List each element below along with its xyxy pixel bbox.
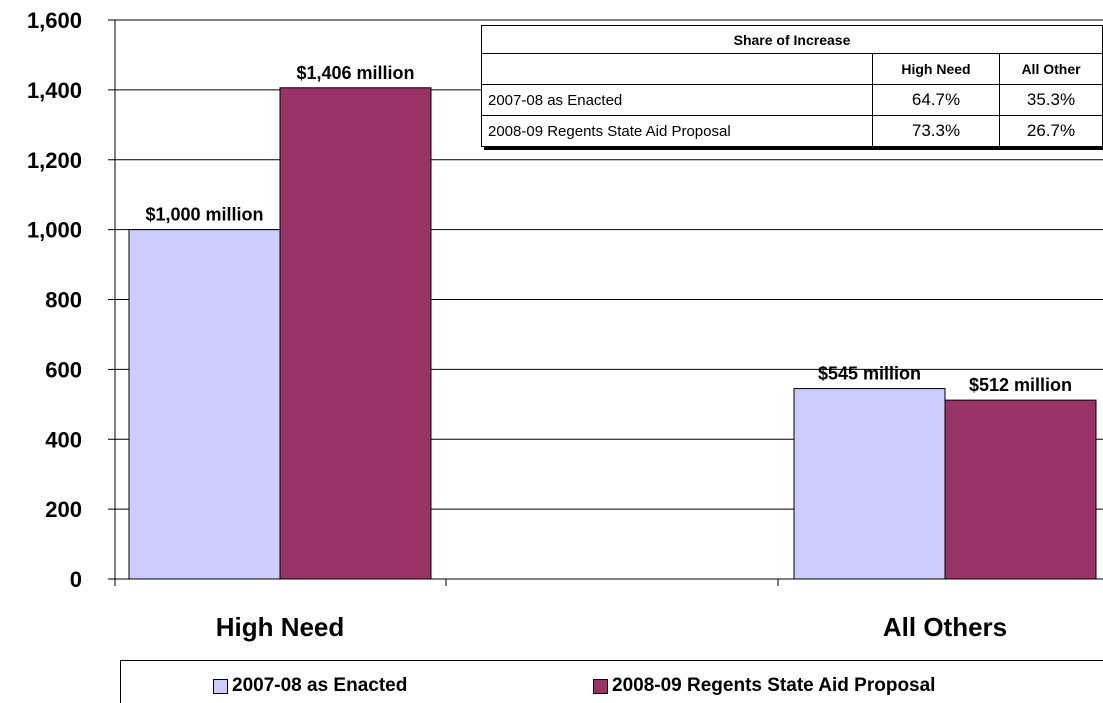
axes: 0 200 400 600 800 1,000 1,200 1,400 1,600 — [27, 8, 1103, 592]
legend: 2007-08 as Enacted 2008-09 Regents State… — [120, 660, 1103, 703]
y-tick-label: 800 — [45, 288, 82, 313]
category-label: All Others — [883, 612, 1007, 642]
table-row-label: 2008-09 Regents State Aid Proposal — [481, 115, 873, 147]
table-header-all-other: All Other — [999, 53, 1103, 85]
table-row-label: 2007-08 as Enacted — [481, 84, 873, 116]
bar — [944, 399, 1097, 580]
legend-item-2008-09: 2008-09 Regents State Aid Proposal — [593, 675, 935, 697]
bar — [279, 87, 432, 580]
y-tick-label: 1,400 — [27, 78, 82, 103]
y-tick-label: 600 — [45, 357, 82, 382]
y-tick-label: 200 — [45, 497, 82, 522]
y-tick-label: 1,200 — [27, 148, 82, 173]
table-row: 2007-08 as Enacted 64.7% 35.3% — [481, 84, 1103, 116]
legend-swatch-icon — [213, 678, 228, 694]
y-tick-label: 0 — [70, 567, 82, 592]
labels: $1,000 million $1,406 million High Need $54… — [145, 63, 1072, 642]
table-cell-high-need: 73.3% — [872, 115, 1000, 147]
legend-swatch-icon — [593, 678, 608, 694]
data-label: $545 million — [818, 364, 921, 384]
data-label: $1,406 million — [296, 63, 414, 83]
bar — [793, 388, 946, 580]
legend-item-2007-08: 2007-08 as Enacted — [213, 675, 407, 697]
table-title: Share of Increase — [481, 25, 1103, 54]
table-header-empty — [481, 53, 873, 85]
share-of-increase-table: Share of Increase High Need All Other 20… — [481, 25, 1103, 147]
table-cell-all-other: 35.3% — [999, 84, 1103, 116]
bars — [128, 87, 1097, 580]
data-label: $512 million — [969, 375, 1072, 395]
table-header-high-need: High Need — [872, 53, 1000, 85]
legend-label: 2008-09 Regents State Aid Proposal — [612, 675, 936, 696]
table-row: 2008-09 Regents State Aid Proposal 73.3%… — [481, 115, 1103, 147]
data-label: $1,000 million — [145, 205, 263, 225]
legend-label: 2007-08 as Enacted — [232, 675, 408, 696]
y-tick-label: 1,600 — [27, 8, 82, 33]
y-tick-label: 400 — [45, 427, 82, 452]
table-cell-all-other: 26.7% — [999, 115, 1103, 147]
table-header-row: High Need All Other — [481, 53, 1103, 85]
table-cell-high-need: 64.7% — [872, 84, 1000, 116]
bar — [128, 229, 281, 580]
category-label: High Need — [216, 612, 345, 642]
table-title-row: Share of Increase — [481, 25, 1103, 54]
y-tick-label: 1,000 — [27, 218, 82, 243]
